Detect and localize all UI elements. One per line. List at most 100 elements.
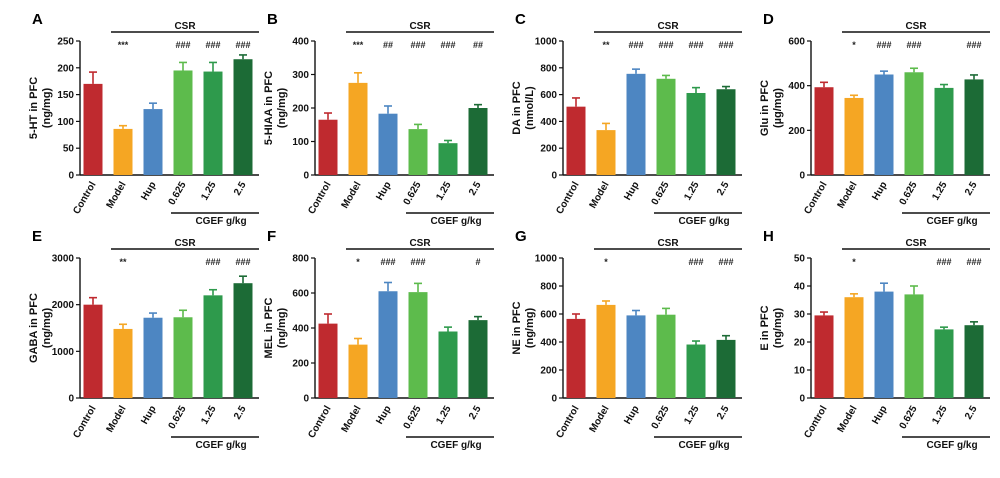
bar — [318, 119, 338, 175]
panel-label: A — [32, 11, 43, 28]
y-axis-label: DA in PFC — [511, 81, 523, 134]
significance-mark: ### — [175, 40, 190, 50]
csr-bracket-label: CSR — [657, 21, 679, 32]
csr-bracket-label: CSR — [409, 238, 431, 249]
bar — [686, 344, 706, 398]
category-label: Model — [340, 404, 364, 435]
significance-mark: ### — [936, 257, 951, 267]
y-axis-label: (nmol/L) — [524, 86, 536, 130]
csr-bracket-label: CSR — [174, 21, 196, 32]
category-label: 1.25 — [434, 180, 453, 203]
category-label: Model — [105, 180, 129, 211]
category-label: Model — [105, 404, 129, 435]
bar — [934, 329, 954, 398]
y-tick-label: 200 — [540, 144, 557, 155]
significance-mark: ### — [235, 40, 250, 50]
panel-label: H — [763, 228, 774, 245]
bar — [438, 143, 458, 175]
y-tick-label: 800 — [540, 282, 557, 293]
y-tick-label: 200 — [57, 63, 74, 74]
significance-mark: ### — [235, 257, 250, 267]
significance-mark: ### — [205, 257, 220, 267]
significance-mark: * — [356, 257, 360, 267]
category-label: Model — [588, 180, 612, 211]
bar — [874, 74, 894, 175]
significance-mark: ### — [906, 40, 921, 50]
category-label: Control — [71, 404, 98, 440]
significance-mark: ** — [602, 40, 610, 50]
panel-label: D — [763, 11, 774, 28]
panel-label: E — [32, 228, 42, 245]
category-label: 0.625 — [650, 180, 672, 208]
category-label: 1.25 — [682, 180, 701, 203]
y-axis-label: (µg/mg) — [772, 88, 784, 128]
category-label: 2.5 — [467, 404, 484, 422]
y-tick-label: 600 — [540, 310, 557, 321]
bar — [233, 283, 253, 398]
panel-d: D 0 200 400 600 Glu in PFC (µg/mg) Control Model… — [759, 11, 990, 227]
bar — [626, 315, 646, 398]
panel-label: C — [515, 11, 526, 28]
category-label: Hup — [139, 404, 158, 426]
significance-mark: *** — [353, 40, 364, 50]
bar — [626, 73, 646, 175]
category-label: Model — [340, 180, 364, 211]
bar — [566, 106, 586, 175]
bar — [596, 130, 616, 175]
y-tick-label: 0 — [303, 171, 309, 182]
y-tick-label: 600 — [788, 37, 805, 48]
category-label: 0.625 — [402, 180, 424, 208]
y-tick-label: 1000 — [535, 37, 558, 48]
category-label: 2.5 — [715, 180, 732, 198]
category-label: Control — [802, 404, 829, 440]
panel-label: B — [267, 11, 278, 28]
bar — [203, 295, 223, 398]
significance-mark: ### — [380, 257, 395, 267]
y-axis-label: (ng/mg) — [41, 88, 53, 129]
panel-g: G 0 200 400 600 800 1000 NE in PFC (ng/mg) Contro… — [511, 228, 742, 451]
significance-mark: ### — [410, 40, 425, 50]
category-label: 2.5 — [232, 180, 249, 198]
y-tick-label: 600 — [540, 90, 557, 101]
significance-mark: ** — [119, 257, 127, 267]
bar — [348, 82, 368, 175]
dose-bracket-label: CGEF g/kg — [678, 440, 729, 451]
y-tick-label: 400 — [540, 338, 557, 349]
significance-mark: ### — [718, 40, 733, 50]
panel-a: A 0 50 100 150 200 250 5-HT in PFC (ng/mg) Contro… — [28, 11, 259, 227]
y-tick-label: 200 — [292, 359, 309, 370]
significance-mark: * — [852, 257, 856, 267]
category-label: Control — [306, 180, 333, 216]
y-tick-label: 0 — [68, 394, 74, 405]
y-tick-label: 1000 — [52, 347, 75, 358]
y-axis-label: 5-HT in PFC — [28, 77, 40, 139]
bar — [814, 315, 834, 398]
panel-b: B 0 100 200 300 400 5-HIAA in PFC (ng/mg) Contro… — [263, 11, 494, 227]
dose-bracket-label: CGEF g/kg — [430, 216, 481, 227]
y-tick-label: 150 — [57, 90, 74, 101]
significance-mark: ### — [688, 257, 703, 267]
y-tick-label: 30 — [794, 310, 806, 321]
category-label: 2.5 — [963, 404, 980, 422]
category-label: 1.25 — [199, 180, 218, 203]
category-label: Hup — [870, 404, 889, 426]
category-label: Hup — [622, 404, 641, 426]
category-label: 1.25 — [682, 404, 701, 427]
bar — [408, 292, 428, 398]
y-axis-label: (ng/mg) — [276, 308, 288, 349]
bar — [904, 72, 924, 175]
category-label: 2.5 — [963, 180, 980, 198]
y-axis-label: (ng/mg) — [524, 308, 536, 349]
significance-mark: ### — [658, 40, 673, 50]
panel-label: F — [267, 228, 276, 245]
y-tick-label: 200 — [788, 126, 805, 137]
category-label: Model — [836, 404, 860, 435]
panel-f: F 0 200 400 600 800 MEL in PFC (ng/mg) Control Mo… — [263, 228, 494, 451]
y-tick-label: 0 — [551, 394, 557, 405]
y-tick-label: 400 — [540, 117, 557, 128]
bar — [904, 294, 924, 398]
bar — [596, 304, 616, 398]
category-label: Hup — [870, 180, 889, 202]
y-axis-label: E in PFC — [759, 305, 771, 350]
significance-mark: ### — [688, 40, 703, 50]
